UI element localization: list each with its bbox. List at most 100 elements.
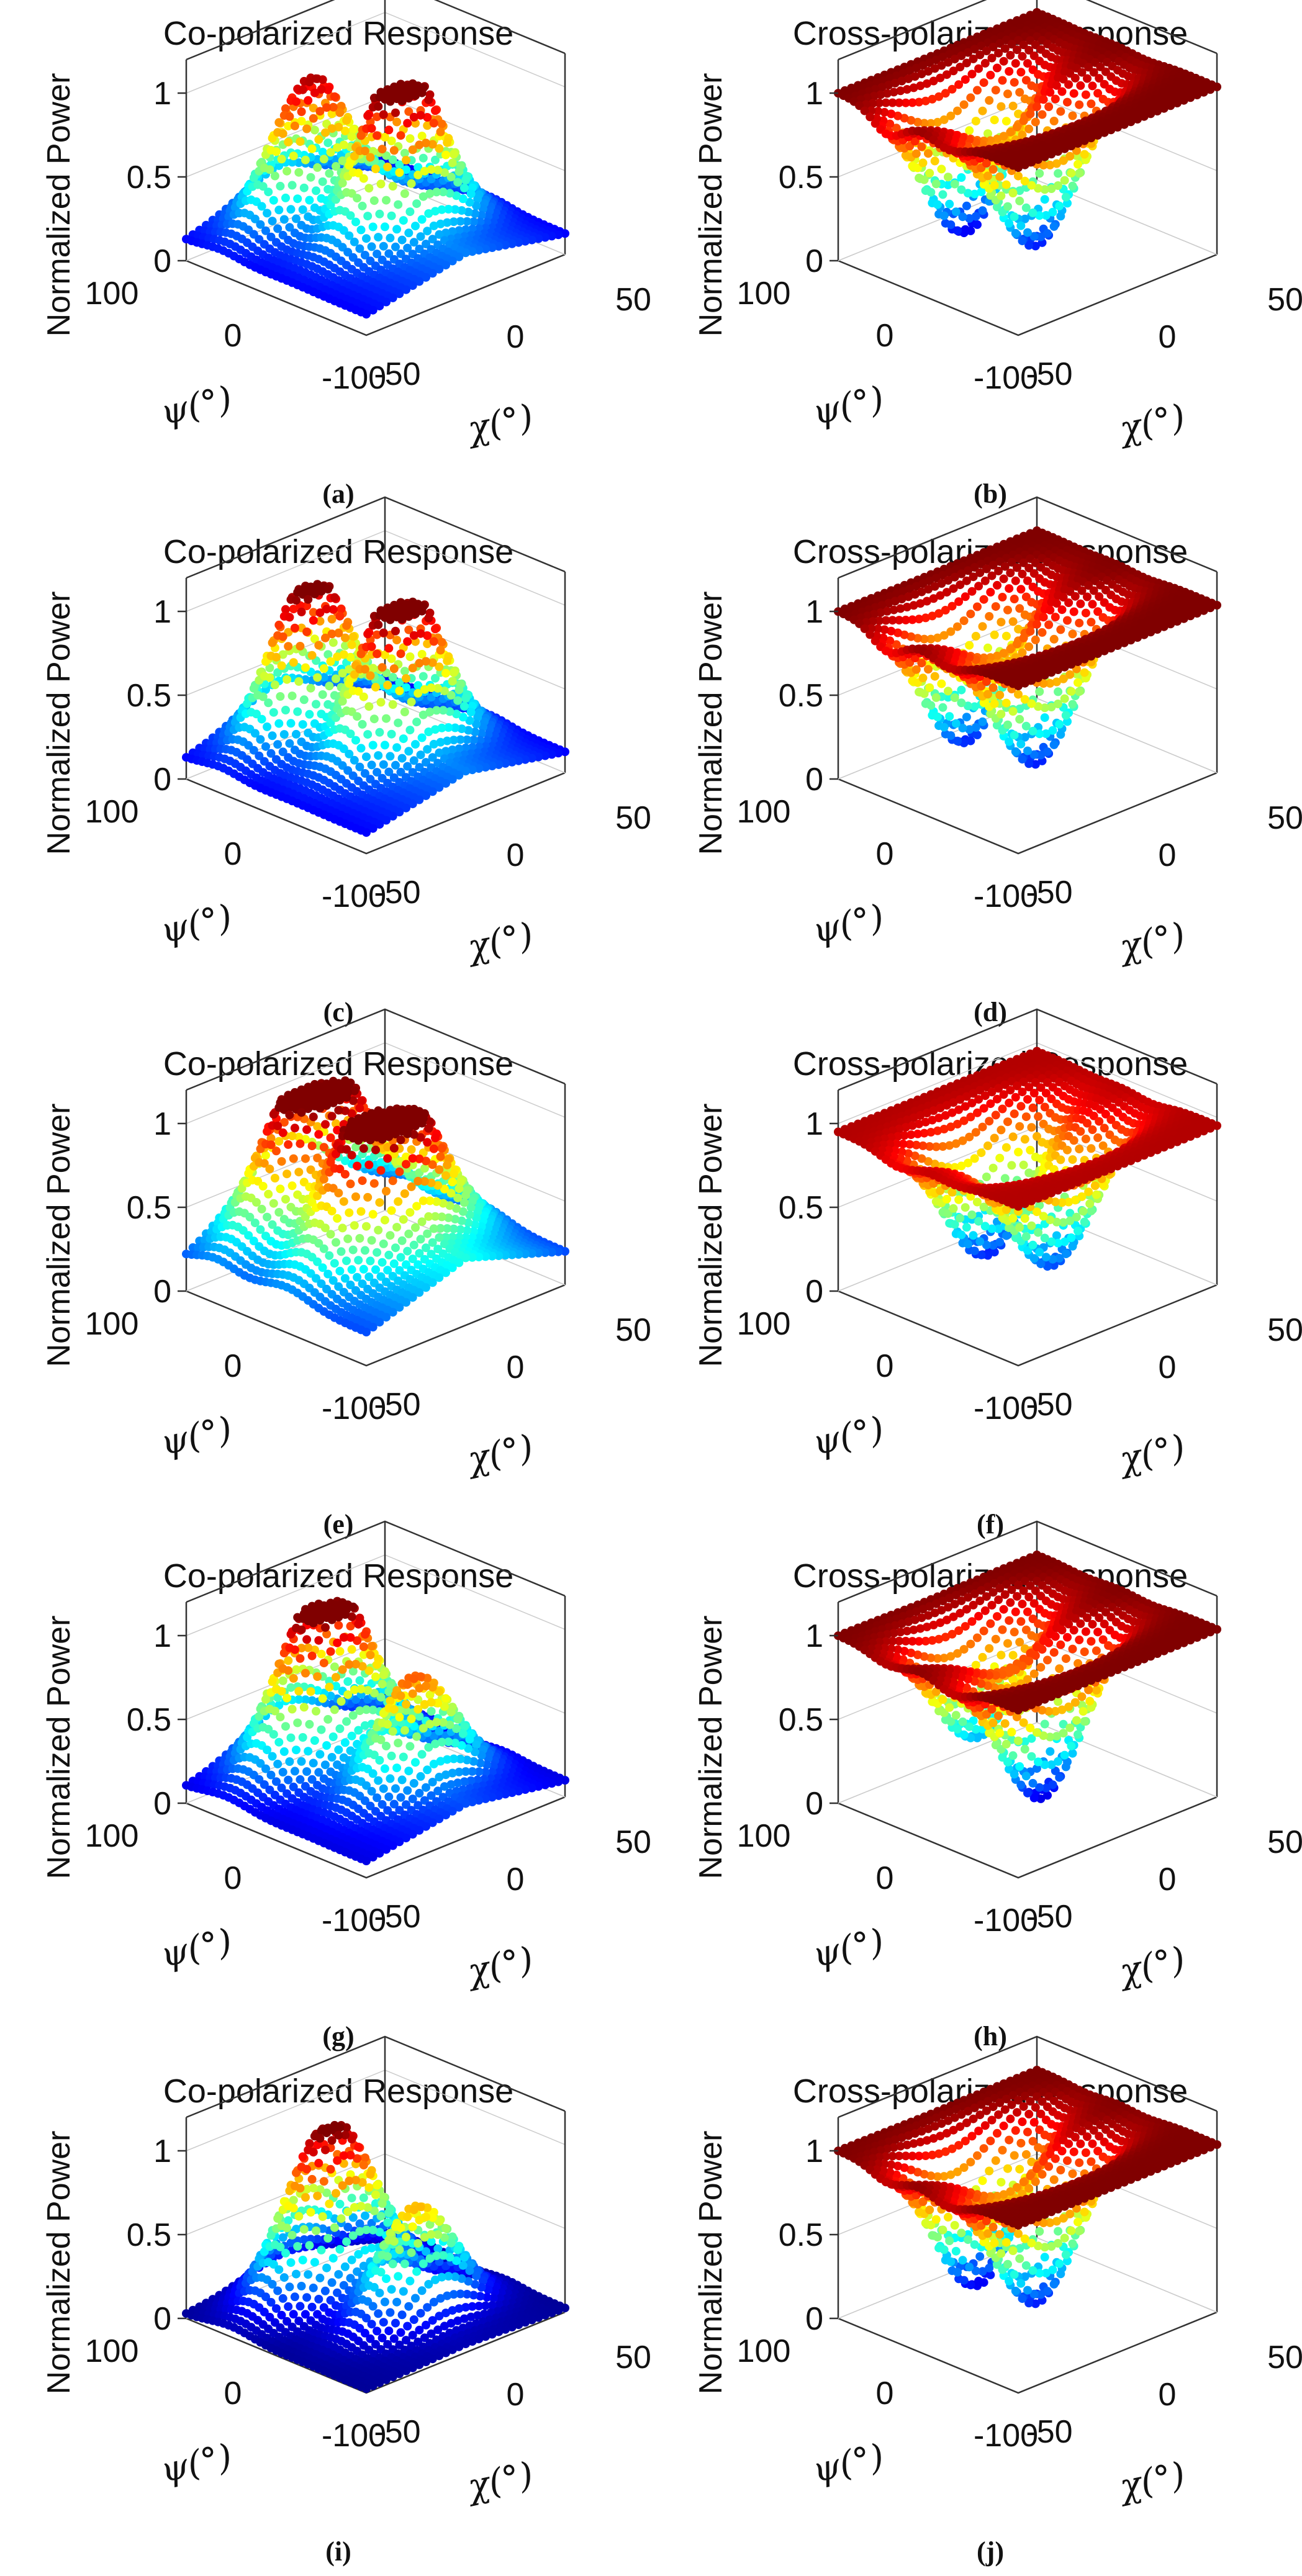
surface-point	[310, 88, 319, 97]
surface-point	[326, 1158, 335, 1167]
surface-point	[285, 739, 294, 748]
surface-point	[389, 664, 399, 673]
surface-point	[337, 604, 346, 613]
surface-point	[1000, 562, 1010, 571]
panel-a-chi-label: χ(°)	[462, 397, 537, 450]
surface-point	[356, 131, 366, 140]
surface-point	[1023, 576, 1032, 585]
surface-point	[445, 189, 454, 198]
surface-point	[970, 45, 979, 54]
surface-point	[1014, 690, 1023, 699]
surface-point	[416, 629, 425, 638]
chi-tick-label: 50	[1267, 800, 1302, 836]
surface-point	[294, 168, 304, 177]
surface-point	[983, 690, 992, 699]
surface-point	[350, 151, 359, 161]
surface-point	[428, 658, 437, 667]
surface-point	[348, 1096, 358, 1106]
surface-point	[1046, 605, 1055, 615]
surface-point	[534, 234, 543, 243]
surface-point	[388, 700, 397, 709]
surface-point	[456, 217, 465, 226]
surface-point	[1018, 130, 1027, 140]
surface-point	[368, 222, 377, 232]
surface-point	[415, 140, 424, 150]
surface-point	[243, 699, 252, 708]
surface-point	[1043, 229, 1052, 238]
surface-point	[367, 760, 376, 770]
surface-point	[909, 601, 918, 610]
surface-point	[360, 146, 369, 156]
surface-point	[1049, 740, 1059, 749]
surface-point	[527, 235, 536, 245]
surface-point	[463, 735, 472, 744]
surface-point	[1087, 652, 1096, 661]
surface-point	[284, 1140, 293, 1149]
surface-point	[1056, 212, 1065, 221]
surface-point	[373, 630, 382, 639]
surface-point	[284, 137, 293, 146]
surface-point	[922, 79, 931, 88]
surface-point	[1016, 585, 1026, 594]
surface-point	[1015, 186, 1024, 196]
surface-point	[1031, 117, 1040, 127]
surface-point	[487, 243, 497, 252]
surface-point	[921, 96, 930, 106]
surface-point	[1159, 622, 1169, 631]
surface-point	[990, 630, 999, 639]
surface-point	[441, 150, 450, 160]
surface-point	[380, 222, 389, 232]
surface-point	[547, 232, 556, 241]
chi-tick-label: -50	[374, 356, 420, 392]
surface-point	[974, 64, 983, 73]
surface-point	[1024, 642, 1034, 651]
surface-point	[1008, 707, 1018, 716]
surface-point	[461, 744, 470, 752]
surface-point	[409, 631, 418, 640]
surface-point	[924, 665, 933, 674]
surface-point	[402, 1152, 411, 1161]
surface-point	[416, 110, 425, 120]
surface-point	[402, 285, 410, 294]
surface-point	[915, 97, 924, 107]
surface-point	[279, 1118, 289, 1127]
surface-point	[941, 606, 950, 615]
surface-point	[1069, 607, 1078, 616]
surface-point	[1193, 91, 1201, 99]
surface-point	[965, 641, 974, 650]
surface-point	[1006, 569, 1015, 577]
surface-point	[362, 828, 371, 837]
surface-point	[472, 201, 481, 210]
surface-point	[1119, 120, 1129, 129]
surface-point	[997, 191, 1006, 200]
surface-point	[312, 74, 320, 83]
surface-point	[290, 121, 299, 130]
surface-point	[273, 1121, 283, 1130]
surface-point	[477, 729, 486, 738]
surface-point	[476, 217, 485, 227]
surface-point	[388, 155, 397, 164]
surface-point	[286, 719, 296, 728]
surface-point	[273, 740, 283, 749]
surface-point	[937, 679, 946, 688]
surface-point	[964, 48, 973, 57]
surface-point	[420, 685, 429, 694]
surface-point	[514, 238, 523, 247]
surface-point	[477, 210, 486, 220]
surface-point	[431, 207, 440, 216]
surface-point	[417, 88, 427, 97]
surface-point	[1153, 107, 1162, 115]
surface-point	[310, 125, 319, 135]
surface-point	[407, 1145, 416, 1154]
surface-point	[387, 729, 396, 739]
surface-point	[265, 664, 274, 672]
surface-point	[1020, 732, 1029, 742]
surface-point	[950, 55, 959, 64]
surface-point	[384, 644, 394, 653]
surface-point	[387, 654, 396, 664]
surface-point	[1074, 139, 1082, 148]
surface-point	[876, 90, 885, 99]
surface-point	[880, 625, 889, 634]
surface-point	[1040, 195, 1049, 204]
surface-point	[964, 566, 973, 575]
